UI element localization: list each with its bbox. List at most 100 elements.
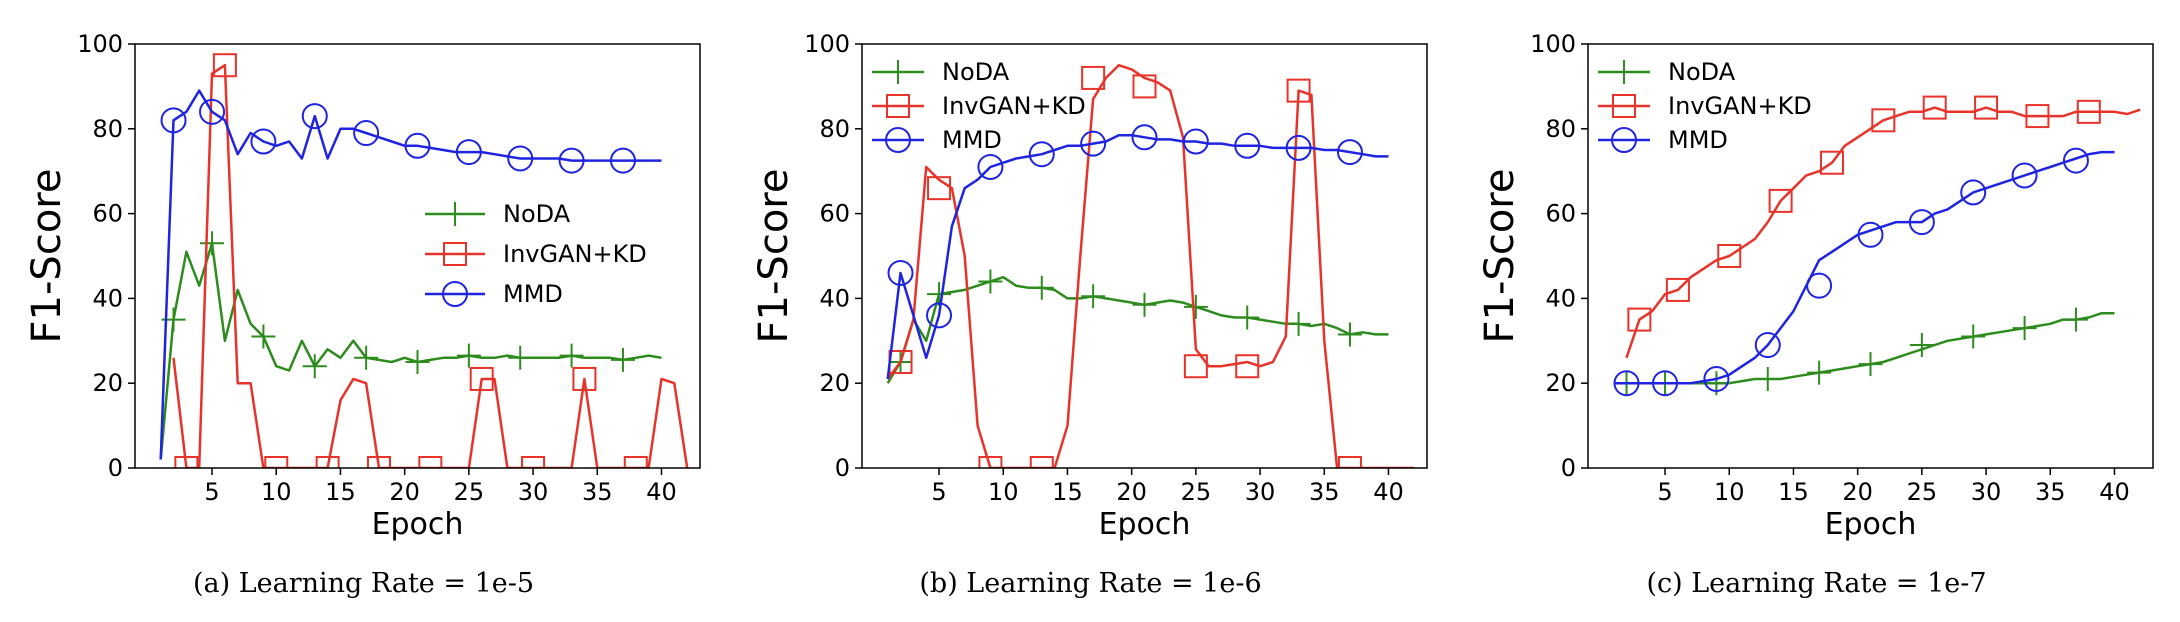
marker-b-2-4 [1080,130,1107,157]
xtick-label-a-1: 10 [261,478,292,506]
marker-b-0-1 [927,282,952,307]
xtick-label-a-3: 20 [389,478,420,506]
caption-a: (a) Learning Rate = 1e-5 [192,568,535,599]
xtick-label-b-2: 15 [1052,478,1083,506]
marker-c-0-4 [1807,360,1832,385]
marker-a-0-8 [559,343,584,368]
marker-a-2-6 [455,139,482,166]
marker-c-1-9 [2076,99,2101,124]
xtick-label-c-2: 15 [1778,478,1809,506]
xtick-label-c-3: 20 [1842,478,1873,506]
marker-a-1-0 [174,456,199,468]
ylabel-b: F1-Score [751,169,797,344]
ytick-label-c-1: 20 [1545,369,1576,397]
marker-c-2-6 [1908,209,1935,236]
marker-a-2-9 [609,147,636,174]
marker-b-2-8 [1285,134,1312,161]
xtick-label-c-6: 35 [2035,478,2066,506]
marker-b-0-9 [1337,322,1362,347]
legend-label-a-0: NoDA [503,200,571,228]
xtick-label-b-6: 35 [1309,478,1340,506]
ytick-label-c-2: 40 [1545,284,1576,312]
legend-marker-c-0 [1612,60,1636,84]
marker-a-0-9 [610,347,635,372]
series-a-invgankd [172,53,689,468]
marker-c-1-7 [1974,95,1999,120]
marker-c-2-2 [1703,365,1730,392]
marker-c-1-2 [1717,244,1742,268]
series-a-mmd [159,89,662,460]
marker-b-2-5 [1131,124,1158,151]
xlabel-c: Epoch [1825,507,1917,542]
marker-a-1-1 [212,53,237,78]
line-a-1 [172,63,689,468]
line-c-2 [1613,150,2115,385]
xtick-label-a-0: 5 [204,478,219,506]
ytick-label-c-0: 0 [1561,454,1576,482]
ytick-label-b-1: 20 [819,369,850,397]
legend-b: NoDA InvGAN+KD MMD [872,58,1086,154]
legend-label-c-1: InvGAN+KD [1668,92,1812,120]
legend-a: NoDA InvGAN+KD MMD [425,200,647,308]
ytick-label-a-0: 0 [108,454,123,482]
marker-b-0-7 [1235,305,1260,330]
marker-c-1-6 [1922,95,1947,120]
marker-a-2-3 [301,103,328,130]
legend-marker-c-2 [1611,127,1637,153]
marker-b-0-5 [1132,292,1157,317]
marker-c-1-8 [2025,104,2050,129]
marker-c-0-7 [1961,324,1986,349]
marker-a-0-2 [251,324,276,349]
ytick-label-a-1: 20 [92,369,123,397]
line-c-0 [1613,311,2115,385]
ytick-label-a-4: 80 [92,115,123,143]
ytick-label-c-5: 100 [1530,30,1576,58]
marker-c-2-1 [1652,370,1679,397]
ytick-label-b-3: 60 [819,200,850,228]
marker-a-0-5 [405,350,430,374]
ytick-label-c-4: 80 [1545,115,1576,143]
ylabel-c: F1-Score [1477,169,1523,344]
marker-c-2-9 [2062,147,2089,174]
marker-a-1-9 [623,456,648,468]
legend-marker-b-0 [886,60,910,84]
caption-b: (b) Learning Rate = 1e-6 [919,568,1262,599]
marker-b-0-6 [1183,294,1208,319]
xtick-label-a-7: 40 [646,478,677,506]
marker-b-0-2 [978,269,1003,294]
ytick-label-b-2: 40 [819,284,850,312]
line-b-0 [886,275,1389,384]
xlabel-b: Epoch [1099,507,1191,542]
xtick-label-c-1: 10 [1714,478,1745,506]
marker-b-2-6 [1182,128,1209,155]
marker-c-1-1 [1665,277,1690,302]
marker-c-0-8 [2012,316,2037,341]
marker-c-1-5 [1871,108,1896,133]
legend-label-a-2: MMD [503,280,563,308]
marker-a-2-2 [250,128,277,155]
ytick-label-a-5: 100 [77,30,123,58]
chart-panel-c: 5 10 15 20 25 30 35 40 0 20 40 60 80 100 Epoch F1-Score… [1453,0,2180,622]
xtick-label-c-5: 30 [1971,478,2002,506]
series-a-noda [159,231,662,460]
marker-a-2-8 [558,147,585,174]
marker-a-1-5 [418,456,443,468]
xtick-label-a-6: 35 [582,478,613,506]
marker-a-2-4 [353,120,380,147]
marker-b-1-3 [1029,456,1054,468]
series-b-invgankd [886,63,1415,468]
marker-c-0-9 [2063,307,2088,332]
marker-b-0-3 [1029,275,1054,300]
marker-b-1-4 [1081,65,1106,90]
marker-a-1-7 [521,456,546,468]
marker-c-2-4 [1806,272,1833,299]
line-c-1 [1625,106,2141,359]
legend-label-b-0: NoDA [942,58,1010,86]
line-b-2 [886,133,1389,380]
legend-label-c-2: MMD [1668,126,1728,154]
marker-b-1-9 [1337,456,1362,468]
xtick-label-a-5: 30 [518,478,549,506]
marker-c-2-7 [1960,179,1987,206]
marker-b-1-1 [927,176,952,201]
marker-c-1-4 [1819,150,1844,175]
